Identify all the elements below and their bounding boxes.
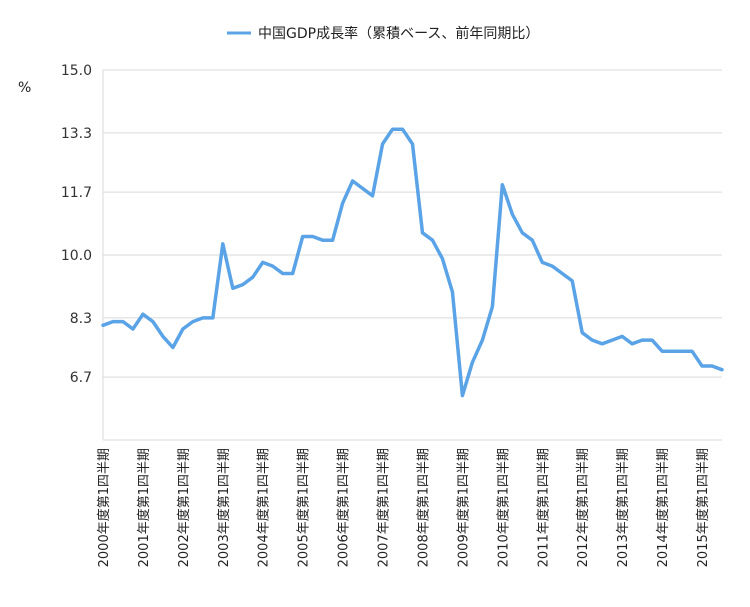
x-tick-label: 2008年度第1四半期 — [415, 448, 431, 567]
data-point — [660, 349, 664, 353]
data-point — [450, 290, 454, 294]
data-point — [710, 364, 714, 368]
x-tick-label: 2002年度第1四半期 — [176, 448, 192, 567]
data-point — [480, 338, 484, 342]
data-point — [151, 320, 155, 324]
legend: 中国GDP成長率（累積ベース、前年同期比） — [227, 25, 539, 42]
x-tick-label: 2005年度第1四半期 — [296, 448, 312, 567]
data-point — [291, 272, 295, 276]
data-point — [670, 349, 674, 353]
data-point — [141, 312, 145, 316]
x-tick-label: 2004年度第1四半期 — [256, 448, 272, 567]
data-point — [161, 334, 165, 338]
data-point — [301, 235, 305, 239]
y-tick-label: 8.3 — [70, 311, 92, 327]
data-point — [530, 238, 534, 242]
data-point — [430, 238, 434, 242]
data-point — [221, 242, 225, 246]
data-point — [550, 264, 554, 268]
data-point — [361, 186, 365, 190]
data-point — [281, 272, 285, 276]
data-point — [311, 235, 315, 239]
data-point — [321, 238, 325, 242]
x-tick-label: 2014年度第1四半期 — [655, 448, 671, 567]
x-axis-ticks: 2000年度第1四半期 2001年度第1四半期 2002年度第1四半期 2003年度第… — [96, 448, 711, 567]
gridlines — [102, 69, 722, 441]
y-tick-label: 10.0 — [61, 248, 92, 264]
data-point — [211, 316, 215, 320]
series-line — [101, 127, 724, 398]
data-point — [520, 231, 524, 235]
data-point — [570, 279, 574, 283]
data-point — [231, 286, 235, 290]
x-tick-label: 2009年度第1四半期 — [455, 448, 471, 567]
data-point — [201, 316, 205, 320]
data-point — [580, 331, 584, 335]
data-point — [181, 327, 185, 331]
data-point — [560, 272, 564, 276]
data-point — [510, 212, 514, 216]
data-point — [261, 260, 265, 264]
data-point — [600, 342, 604, 346]
x-tick-label: 2006年度第1四半期 — [336, 448, 352, 567]
data-point — [540, 260, 544, 264]
data-point — [610, 338, 614, 342]
data-point — [341, 201, 345, 205]
y-tick-label: 11.7 — [61, 185, 92, 201]
data-point — [630, 342, 634, 346]
data-point — [351, 179, 355, 183]
data-point — [251, 275, 255, 279]
x-tick-label: 2001年度第1四半期 — [136, 448, 152, 567]
data-point — [171, 346, 175, 350]
data-point — [371, 194, 375, 198]
data-point — [640, 338, 644, 342]
data-point — [690, 349, 694, 353]
data-point — [411, 142, 415, 146]
data-point — [381, 142, 385, 146]
data-point — [720, 368, 724, 372]
data-point — [470, 360, 474, 364]
data-point — [460, 394, 464, 398]
data-point — [700, 364, 704, 368]
data-point — [271, 264, 275, 268]
data-point — [131, 327, 135, 331]
legend-label: 中国GDP成長率（累積ベース、前年同期比） — [258, 25, 539, 42]
series-layer — [101, 127, 724, 398]
data-point — [191, 320, 195, 324]
data-point — [241, 283, 245, 287]
y-tick-label: 6.7 — [70, 370, 92, 386]
x-tick-label: 2015年度第1四半期 — [695, 448, 711, 567]
y-tick-label: 13.3 — [61, 126, 92, 142]
x-tick-label: 2013年度第1四半期 — [615, 448, 631, 567]
data-point — [440, 257, 444, 261]
y-axis-ticks: 15.0 13.3 11.7 10.0 8.3 6.7 — [61, 63, 92, 386]
x-tick-label: 2000年度第1四半期 — [96, 448, 112, 567]
data-point — [401, 127, 405, 131]
data-point — [121, 320, 125, 324]
data-point — [500, 183, 504, 187]
data-point — [391, 127, 395, 131]
y-tick-label: 15.0 — [61, 63, 92, 79]
data-point — [420, 231, 424, 235]
data-point — [111, 320, 115, 324]
data-point — [101, 323, 105, 327]
data-point — [650, 338, 654, 342]
x-tick-label: 2012年度第1四半期 — [575, 448, 591, 567]
x-tick-label: 2007年度第1四半期 — [376, 448, 392, 567]
data-point — [490, 305, 494, 309]
data-point — [331, 238, 335, 242]
data-point — [620, 334, 624, 338]
y-axis-unit-label: % — [18, 80, 31, 96]
x-tick-label: 2011年度第1四半期 — [535, 448, 551, 567]
x-tick-label: 2010年度第1四半期 — [495, 448, 511, 567]
data-point — [590, 338, 594, 342]
data-point — [680, 349, 684, 353]
x-tick-label: 2003年度第1四半期 — [216, 448, 232, 567]
